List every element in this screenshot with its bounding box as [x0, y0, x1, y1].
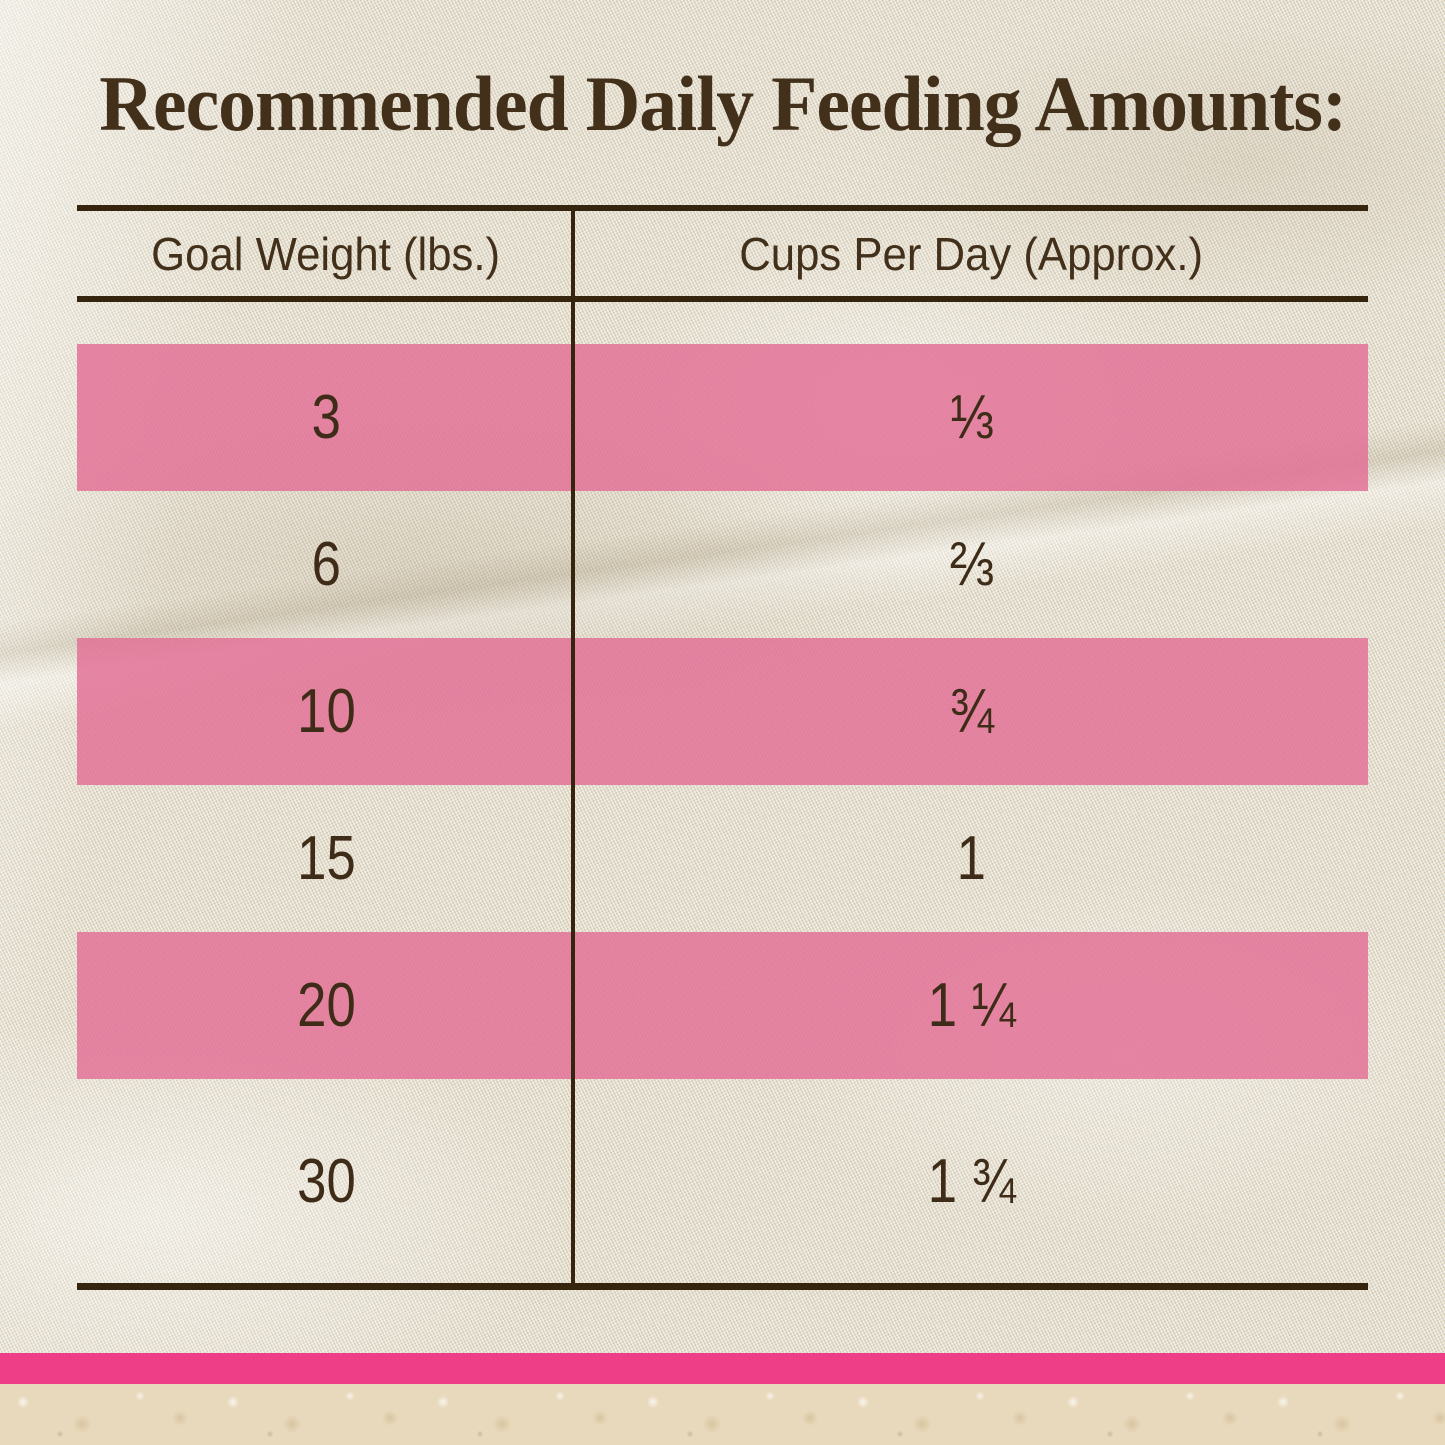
- column-header-goal-weight-label: Goal Weight (lbs.): [151, 227, 501, 280]
- column-divider: [571, 205, 575, 1290]
- goal-weight-cell: 15: [77, 785, 575, 932]
- column-header-cups-per-day: Cups Per Day (Approx.): [575, 227, 1368, 281]
- cups-per-day-value: ⅔: [949, 530, 994, 599]
- table-row: 30 1 ¾: [77, 1079, 1368, 1283]
- cups-per-day-value: ¾: [949, 677, 994, 746]
- goal-weight-value: 6: [311, 530, 341, 599]
- accent-stripe: [0, 1353, 1445, 1384]
- table-body: 3 ⅓ 6 ⅔ 10 ¾ 15 1 20 1 ¼ 30 1 ¾: [77, 302, 1368, 1283]
- table-header-row: Goal Weight (lbs.) Cups Per Day (Approx.…: [77, 211, 1368, 296]
- table-row: 15 1: [77, 785, 1368, 932]
- goal-weight-value: 15: [296, 824, 356, 893]
- goal-weight-cell: 30: [77, 1079, 575, 1283]
- goal-weight-value: 20: [296, 971, 356, 1040]
- feeding-table: Goal Weight (lbs.) Cups Per Day (Approx.…: [77, 205, 1368, 1290]
- cups-per-day-value: 1 ¾: [927, 1146, 1016, 1216]
- table-header-bottom-rule: [77, 296, 1368, 302]
- goal-weight-cell: 6: [77, 491, 575, 638]
- page-title: Recommended Daily Feeding Amounts:: [0, 56, 1445, 152]
- cups-per-day-value: 1: [956, 824, 987, 893]
- goal-weight-cell: 3: [77, 344, 575, 491]
- goal-weight-value: 10: [296, 677, 356, 746]
- page-title-text: Recommended Daily Feeding Amounts:: [99, 60, 1347, 147]
- cups-per-day-cell: 1 ¼: [575, 932, 1368, 1079]
- column-header-goal-weight: Goal Weight (lbs.): [77, 227, 575, 281]
- table-row: 20 1 ¼: [77, 932, 1368, 1079]
- goal-weight-value: 3: [311, 383, 341, 452]
- table-row: 10 ¾: [77, 638, 1368, 785]
- goal-weight-cell: 10: [77, 638, 575, 785]
- column-header-cups-per-day-label: Cups Per Day (Approx.): [739, 227, 1204, 280]
- cups-per-day-cell: ¾: [575, 638, 1368, 785]
- marble-footer: [0, 1384, 1445, 1445]
- goal-weight-value: 30: [296, 1146, 356, 1216]
- cups-per-day-value: ⅓: [949, 383, 994, 452]
- goal-weight-cell: 20: [77, 932, 575, 1079]
- table-top-rule: [77, 205, 1368, 211]
- cups-per-day-cell: 1: [575, 785, 1368, 932]
- cups-per-day-cell: ⅓: [575, 344, 1368, 491]
- cups-per-day-cell: ⅔: [575, 491, 1368, 638]
- cups-per-day-cell: 1 ¾: [575, 1079, 1368, 1283]
- table-bottom-rule: [77, 1283, 1368, 1290]
- cups-per-day-value: 1 ¼: [927, 971, 1016, 1040]
